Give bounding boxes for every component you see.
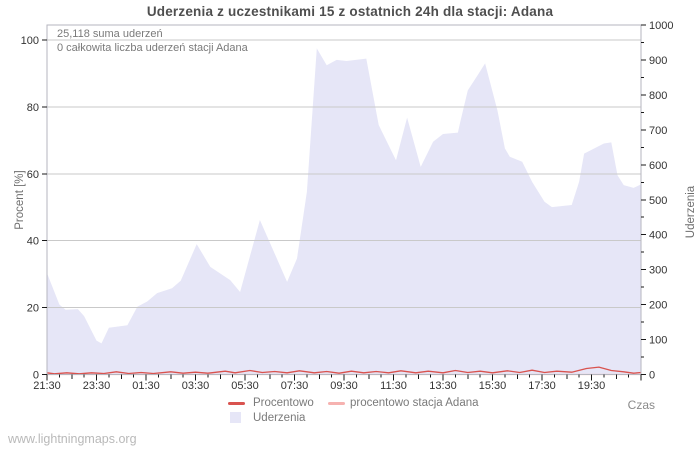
- x-tick-label: 15:30: [479, 380, 507, 392]
- x-tick-label: 21:30: [33, 380, 61, 392]
- y-left-tick-label: 80: [27, 102, 39, 114]
- legend-label-uderzenia: Uderzenia: [253, 412, 306, 424]
- x-tick-label: 03:30: [182, 380, 210, 392]
- x-tick-label: 19:30: [578, 380, 606, 392]
- watermark-url: www.lightningmaps.org: [8, 432, 137, 446]
- legend-label-procentowo: Procentowo: [253, 397, 314, 409]
- y-right-tick-label: 400: [649, 230, 667, 242]
- x-tick-label: 13:30: [429, 380, 457, 392]
- y-left-tick-label: 100: [21, 35, 39, 47]
- y-left-axis-title: Procent [%]: [14, 170, 26, 230]
- x-tick-label: 11:30: [380, 380, 407, 392]
- y-left-tick-label: 0: [33, 370, 39, 382]
- y-right-tick-label: 200: [649, 300, 667, 312]
- x-tick-label: 07:30: [281, 380, 309, 392]
- x-tick-label: 17:30: [528, 380, 556, 392]
- y-right-tick-label: 300: [649, 265, 667, 277]
- y-left-tick-label: 20: [27, 303, 39, 315]
- y-right-tick-label: 700: [649, 125, 667, 137]
- line-series-procentowo: [46, 366, 642, 375]
- legend-line-swatch-station: [328, 402, 345, 405]
- y-right-tick-label: 500: [649, 195, 667, 207]
- legend-line-swatch-procentowo: [228, 402, 245, 405]
- y-right-tick-label: 1000: [649, 20, 673, 32]
- y-right-tick-label: 800: [649, 90, 667, 102]
- legend-label-station: procentowo stacja Adana: [350, 397, 479, 409]
- x-tick-label: 05:30: [231, 380, 259, 392]
- x-tick-label: 23:30: [83, 380, 111, 392]
- y-right-tick-label: 600: [649, 160, 667, 172]
- annotation-total-strikes: 25,118 suma uderzeń: [57, 28, 163, 40]
- y-left-tick-label: 60: [27, 169, 39, 181]
- legend-area-swatch-uderzenia: [230, 412, 241, 423]
- area-series-uderzenia: [47, 48, 641, 375]
- annotation-station-strikes: 0 całkowita liczba uderzeń stacji Adana: [57, 42, 248, 54]
- chart-title: Uderzenia z uczestnikami 15 z ostatnich …: [146, 4, 554, 19]
- y-right-tick-label: 900: [649, 55, 667, 67]
- y-right-axis-title: Uderzenia: [685, 185, 697, 239]
- y-left-tick-label: 40: [27, 236, 39, 248]
- y-right-tick-label: 0: [649, 370, 655, 382]
- y-right-tick-label: 100: [649, 335, 667, 347]
- x-axis-title: Czas: [627, 398, 655, 412]
- x-tick-label: 09:30: [330, 380, 358, 392]
- x-tick-label: 01:30: [132, 380, 160, 392]
